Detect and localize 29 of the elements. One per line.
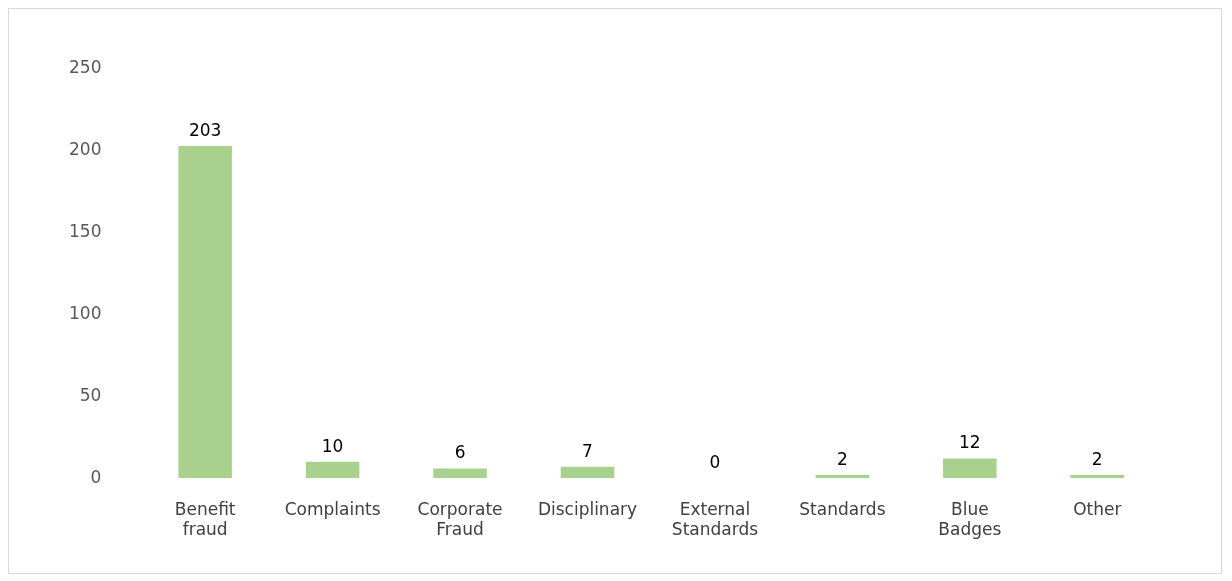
y-tick-label: 250 [68, 57, 102, 78]
data-label: 203 [188, 119, 222, 140]
bar [1070, 474, 1125, 479]
data-label: 2 [836, 448, 848, 469]
x-tick-label: Other [1073, 498, 1122, 519]
bar [433, 468, 487, 479]
x-tick-label: Disciplinary [537, 498, 638, 519]
data-label: 10 [321, 435, 344, 456]
bar [305, 461, 360, 479]
x-tick-label: Benefit fraud [174, 498, 236, 540]
bar [815, 474, 870, 479]
bar [943, 458, 997, 479]
x-tick-label: Complaints [284, 498, 381, 519]
y-tick-label: 100 [68, 302, 102, 323]
x-tick-label: Standards [799, 498, 886, 519]
x-tick-label: External Standards [671, 498, 759, 540]
y-tick-label: 0 [90, 466, 102, 487]
data-label: 7 [582, 440, 593, 461]
data-label: 0 [709, 452, 721, 473]
y-tick-label: 150 [68, 221, 102, 242]
x-tick-label: Corporate Fraud [417, 498, 503, 540]
x-tick-label: Blue Badges [938, 498, 1002, 540]
bar [178, 145, 232, 479]
data-label: 12 [959, 432, 981, 453]
y-tick-label: 50 [79, 384, 102, 405]
y-tick-label: 200 [68, 139, 102, 160]
data-label: 6 [454, 442, 466, 463]
bar [560, 466, 615, 479]
data-label: 2 [1091, 448, 1103, 469]
